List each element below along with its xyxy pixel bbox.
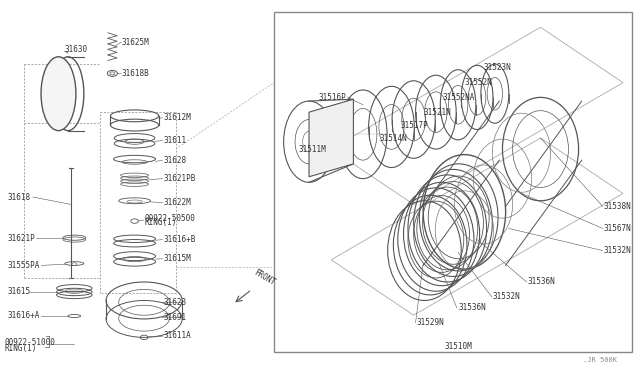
Text: 31552NA: 31552NA <box>442 93 475 102</box>
Text: 31538N: 31538N <box>604 202 632 211</box>
Ellipse shape <box>41 57 76 131</box>
Text: 31618: 31618 <box>8 193 31 202</box>
Text: 31521N: 31521N <box>423 108 451 117</box>
Text: FRONT: FRONT <box>252 268 276 288</box>
Text: 31623: 31623 <box>163 298 186 307</box>
Text: 31532N: 31532N <box>493 292 521 301</box>
Text: 31532N: 31532N <box>604 246 632 255</box>
Text: 31536N: 31536N <box>458 303 486 312</box>
Text: 31567N: 31567N <box>604 224 632 233</box>
Text: 31616+B: 31616+B <box>163 235 195 244</box>
Text: RING(1): RING(1) <box>144 218 177 227</box>
Text: 31628: 31628 <box>163 156 186 165</box>
Text: 31615M: 31615M <box>163 254 191 263</box>
Text: RING(1): RING(1) <box>4 344 37 353</box>
Text: 31625M: 31625M <box>122 38 150 46</box>
Text: 31621P: 31621P <box>8 234 35 243</box>
Text: 31514N: 31514N <box>380 134 407 142</box>
Text: 00922-50500: 00922-50500 <box>144 214 195 222</box>
Text: 31517P: 31517P <box>401 121 429 129</box>
Text: 31511M: 31511M <box>298 145 326 154</box>
Text: 31536N: 31536N <box>528 278 556 286</box>
Text: .JR 500K: .JR 500K <box>582 357 616 363</box>
Text: 31516P: 31516P <box>319 93 346 102</box>
Text: 31691: 31691 <box>163 312 186 321</box>
Text: 31615: 31615 <box>8 287 31 296</box>
Text: 31622M: 31622M <box>163 198 191 207</box>
Text: 31612M: 31612M <box>163 113 191 122</box>
Text: 31616+A: 31616+A <box>8 311 40 320</box>
Text: 31618B: 31618B <box>122 69 150 78</box>
Text: 31630: 31630 <box>65 45 88 54</box>
Text: 31523N: 31523N <box>483 63 511 72</box>
Text: 31552N: 31552N <box>465 78 492 87</box>
Bar <box>274 13 632 352</box>
Text: 00922-51000: 00922-51000 <box>4 339 56 347</box>
Polygon shape <box>309 99 353 177</box>
Text: 31621PB: 31621PB <box>163 174 195 183</box>
Text: 31611: 31611 <box>163 136 186 145</box>
Text: 31555PA: 31555PA <box>8 261 40 270</box>
Text: 31510M: 31510M <box>444 342 472 351</box>
Text: 31611A: 31611A <box>163 331 191 340</box>
Text: 31529N: 31529N <box>417 318 445 327</box>
